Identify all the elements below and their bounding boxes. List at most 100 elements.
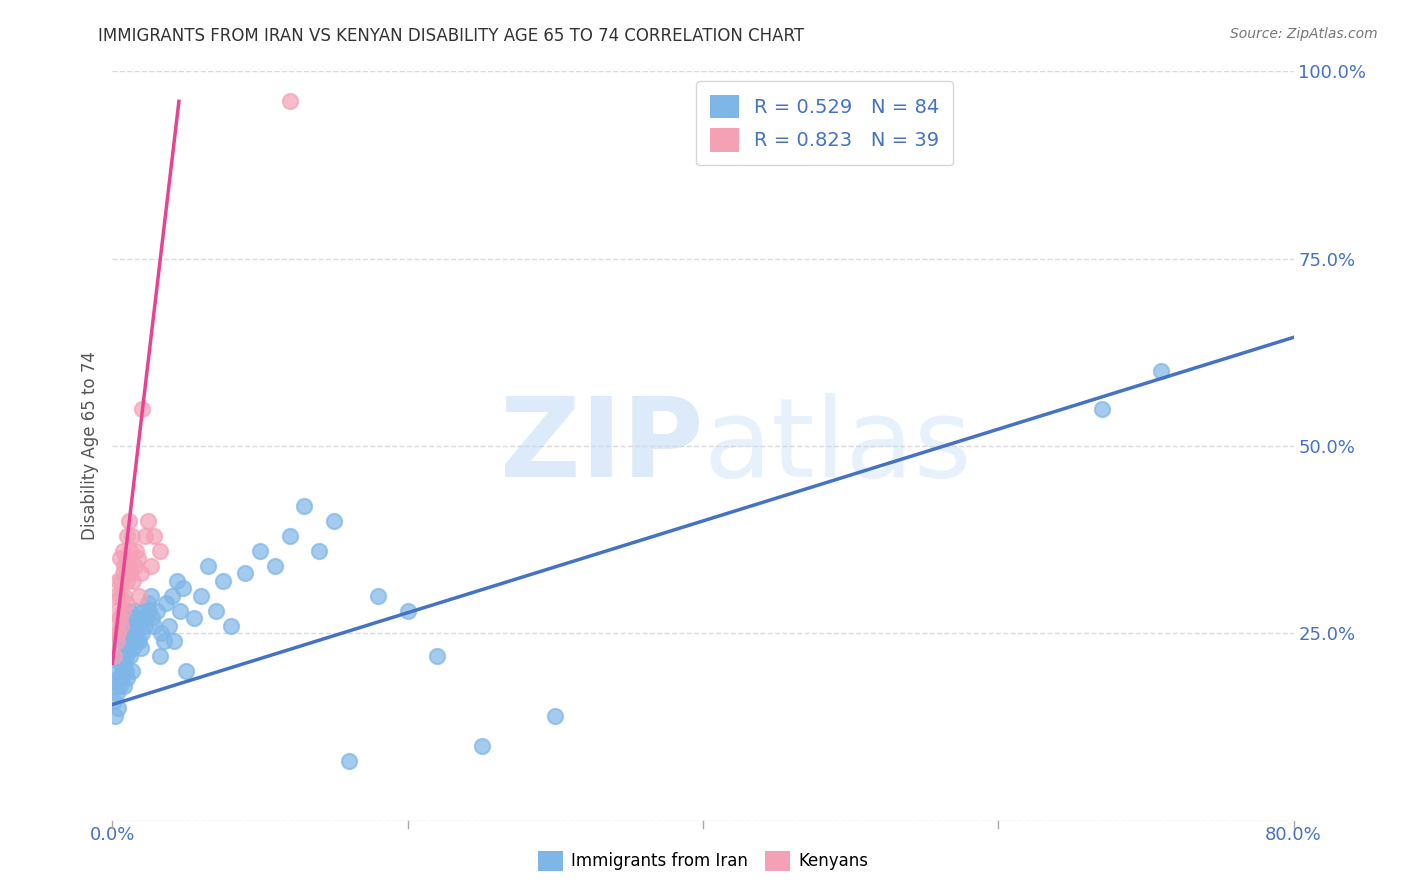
- Point: [129, 566, 152, 581]
- Point: [131, 626, 153, 640]
- Point: [470, 739, 494, 753]
- Point: [122, 619, 145, 633]
- Point: [149, 648, 172, 663]
- Point: [118, 514, 141, 528]
- Point: [110, 671, 132, 685]
- Point: [142, 529, 165, 543]
- Point: [166, 574, 188, 588]
- Point: [172, 582, 194, 596]
- Point: [121, 529, 143, 543]
- Point: [110, 626, 132, 640]
- Point: [111, 604, 134, 618]
- Text: Source: ZipAtlas.com: Source: ZipAtlas.com: [1230, 27, 1378, 41]
- Point: [104, 619, 127, 633]
- Point: [122, 574, 145, 588]
- Point: [396, 604, 419, 618]
- Point: [104, 708, 127, 723]
- Point: [134, 529, 156, 543]
- Point: [124, 626, 146, 640]
- Point: [132, 604, 155, 618]
- Point: [153, 633, 176, 648]
- Point: [104, 589, 127, 603]
- Point: [114, 664, 136, 678]
- Point: [117, 641, 138, 656]
- Point: [111, 619, 134, 633]
- Point: [121, 664, 143, 678]
- Point: [183, 611, 205, 625]
- Point: [1150, 364, 1173, 378]
- Point: [118, 604, 141, 618]
- Point: [117, 619, 138, 633]
- Point: [112, 679, 135, 693]
- Point: [105, 604, 128, 618]
- Point: [190, 589, 212, 603]
- Point: [117, 574, 138, 588]
- Point: [174, 664, 197, 678]
- Point: [114, 551, 136, 566]
- Point: [125, 544, 148, 558]
- Point: [160, 589, 183, 603]
- Point: [197, 558, 219, 573]
- Point: [112, 558, 135, 573]
- Point: [107, 701, 129, 715]
- Point: [110, 574, 132, 588]
- Point: [124, 604, 146, 618]
- Point: [105, 648, 128, 663]
- Point: [107, 574, 129, 588]
- Point: [114, 648, 136, 663]
- Point: [134, 619, 156, 633]
- Point: [120, 544, 142, 558]
- Point: [117, 671, 138, 685]
- Point: [142, 619, 165, 633]
- Point: [103, 648, 125, 663]
- Text: atlas: atlas: [703, 392, 972, 500]
- Point: [249, 544, 271, 558]
- Point: [136, 514, 159, 528]
- Point: [128, 589, 150, 603]
- Y-axis label: Disability Age 65 to 74: Disability Age 65 to 74: [80, 351, 98, 541]
- Point: [426, 648, 449, 663]
- Point: [544, 708, 567, 723]
- Point: [367, 589, 389, 603]
- Point: [108, 611, 131, 625]
- Point: [120, 566, 142, 581]
- Point: [292, 499, 315, 513]
- Point: [141, 611, 163, 625]
- Point: [308, 544, 330, 558]
- Point: [111, 648, 134, 663]
- Point: [135, 611, 157, 625]
- Point: [105, 633, 128, 648]
- Point: [278, 95, 301, 109]
- Legend: Immigrants from Iran, Kenyans: Immigrants from Iran, Kenyans: [530, 842, 876, 880]
- Point: [150, 626, 173, 640]
- Point: [107, 626, 129, 640]
- Point: [1091, 401, 1114, 416]
- Point: [111, 544, 134, 558]
- Point: [103, 694, 125, 708]
- Point: [219, 619, 242, 633]
- Point: [108, 679, 131, 693]
- Point: [131, 401, 153, 416]
- Point: [118, 633, 141, 648]
- Point: [108, 551, 131, 566]
- Point: [212, 574, 235, 588]
- Point: [337, 754, 360, 768]
- Point: [129, 641, 152, 656]
- Point: [112, 611, 135, 625]
- Text: IMMIGRANTS FROM IRAN VS KENYAN DISABILITY AGE 65 TO 74 CORRELATION CHART: IMMIGRANTS FROM IRAN VS KENYAN DISABILIT…: [98, 27, 804, 45]
- Point: [110, 641, 132, 656]
- Point: [155, 596, 177, 610]
- Point: [112, 657, 135, 671]
- Point: [112, 589, 135, 603]
- Point: [323, 514, 346, 528]
- Point: [105, 664, 128, 678]
- Point: [278, 529, 301, 543]
- Point: [264, 558, 287, 573]
- Point: [120, 626, 142, 640]
- Point: [105, 686, 128, 700]
- Point: [163, 633, 186, 648]
- Point: [104, 679, 127, 693]
- Point: [121, 611, 143, 625]
- Point: [205, 604, 228, 618]
- Point: [108, 633, 131, 648]
